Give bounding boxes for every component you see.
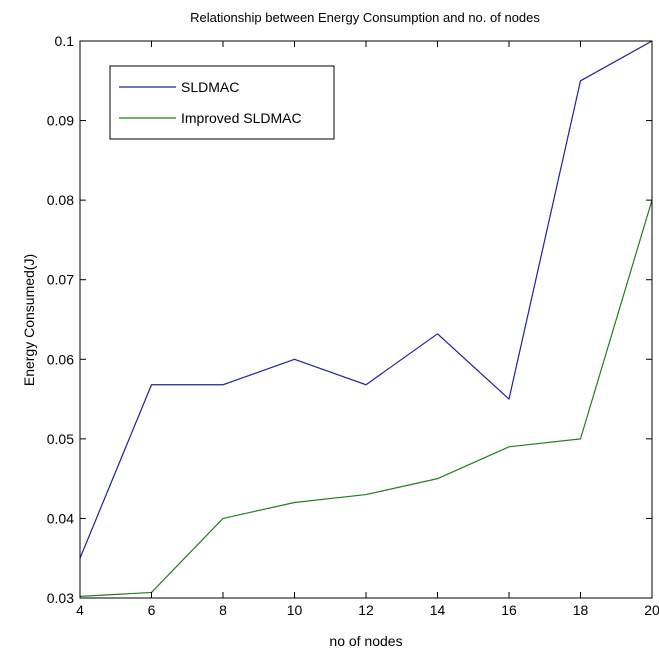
x-tick-label-4: 12 bbox=[358, 602, 374, 618]
y-tick-label-7: 0.1 bbox=[55, 33, 75, 49]
x-tick-label-3: 10 bbox=[287, 602, 303, 618]
series-line-improved-sldmac bbox=[79, 199, 653, 598]
y-tick-label-3: 0.06 bbox=[47, 351, 74, 367]
y-axis-label: Energy Consumed(J) bbox=[21, 254, 37, 386]
series-line-sldmac bbox=[79, 40, 653, 559]
legend-label-sldmac: SLDMAC bbox=[181, 79, 239, 95]
x-tick-label-6: 16 bbox=[501, 602, 517, 618]
chart-title: Relationship between Energy Consumption … bbox=[190, 10, 540, 25]
tick-layer: 4 6 8 10 12 14 16 18 20 0.03 0.04 0.05 0.06 0.07 0.08 0… bbox=[47, 33, 659, 618]
y-tick-label-0: 0.03 bbox=[47, 590, 74, 606]
x-axis-label: no of nodes bbox=[329, 633, 402, 649]
legend-label-improved-sldmac: Improved SLDMAC bbox=[181, 110, 302, 126]
y-tick-label-1: 0.04 bbox=[47, 510, 74, 526]
plot-area-frame bbox=[79, 40, 653, 599]
x-tick-label-8: 20 bbox=[644, 602, 659, 618]
y-tick-label-2: 0.05 bbox=[47, 431, 74, 447]
x-tick-label-5: 14 bbox=[430, 602, 446, 618]
y-tick-label-5: 0.08 bbox=[47, 192, 74, 208]
x-tick-label-2: 8 bbox=[219, 602, 227, 618]
legend-box bbox=[109, 65, 335, 140]
y-tick-label-4: 0.07 bbox=[47, 272, 74, 288]
legend: SLDMAC Improved SLDMAC bbox=[109, 65, 335, 140]
x-tick-label-0: 4 bbox=[76, 602, 84, 618]
x-tick-label-7: 18 bbox=[573, 602, 589, 618]
series-layer bbox=[79, 40, 653, 598]
y-tick-label-6: 0.09 bbox=[47, 113, 74, 129]
x-tick-label-1: 6 bbox=[148, 602, 156, 618]
